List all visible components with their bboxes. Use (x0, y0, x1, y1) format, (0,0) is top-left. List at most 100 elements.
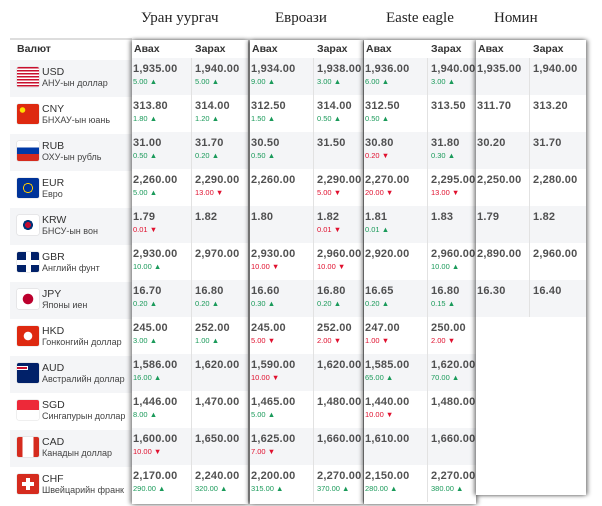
sell-rate: 2,280.00 (529, 169, 586, 206)
currency-row-gbr: GBR Английн фунт (10, 245, 132, 282)
change-value: 0.50 (133, 151, 148, 160)
currency-code: JPY (42, 288, 62, 300)
buy-rate: 1,590.00 10.00 ▼ (250, 354, 313, 391)
arrow-up-icon: ▲ (149, 77, 158, 86)
change-value: 10.00 (365, 410, 384, 419)
buy-header: Авах (478, 43, 504, 55)
sell-rate: 2,270.00 380.00 ▲ (427, 465, 476, 502)
ca-flag-icon (17, 437, 39, 457)
change-value: 3.00 (431, 77, 446, 86)
change-value: 5.00 (251, 336, 266, 345)
rate-value: 2,890.00 (477, 248, 522, 260)
change-value: 5.00 (195, 77, 210, 86)
rate-value: 16.30 (477, 285, 506, 297)
rate-change: 5.00 ▼ (317, 188, 363, 197)
rate-value: 1,935.00 (477, 63, 522, 75)
buy-rate: 312.50 0.50 ▲ (364, 95, 427, 132)
rate-value: 1,620.00 (317, 359, 362, 371)
rate-change: 10.00 ▼ (251, 262, 313, 271)
currency-name: Гонконгийн доллар (42, 337, 122, 347)
rate-value: 16.70 (133, 285, 162, 297)
currency-code: HKD (42, 325, 65, 337)
currency-row-hkd: HKD Гонконгийн доллар (10, 319, 132, 356)
arrow-up-icon: ▲ (385, 373, 394, 382)
rate-row-sgd: 1,446.00 8.00 ▲ 1,470.00 (132, 391, 248, 428)
rate-value: 1.79 (133, 211, 156, 223)
sell-rate: 31.50 (313, 132, 363, 169)
currency-header: Валют (17, 43, 51, 55)
sell-rate: 1,940.00 3.00 ▲ (427, 58, 476, 95)
change-value: 2.00 (317, 336, 332, 345)
arrow-up-icon: ▲ (333, 114, 342, 123)
cn-flag-icon (17, 104, 39, 124)
rate-row-cad: 1,625.00 7.00 ▼ 1,660.00 (250, 428, 363, 465)
sell-rate: 2,240.00 320.00 ▲ (191, 465, 248, 502)
arrow-down-icon: ▼ (333, 225, 342, 234)
sell-rate: 314.00 0.50 ▲ (313, 95, 363, 132)
ch-flag-icon (17, 474, 39, 494)
currency-name: БНХАУ-ын юань (42, 115, 111, 125)
rate-change: 5.00 ▼ (251, 336, 313, 345)
buy-rate: 1,935.00 (476, 58, 529, 95)
change-value: 0.20 (133, 299, 148, 308)
arrow-up-icon: ▲ (158, 484, 166, 493)
sell-rate: 31.70 (529, 132, 586, 169)
sell-rate: 2,960.00 10.00 ▼ (313, 243, 363, 280)
rate-row-jpy: 16.70 0.20 ▲ 16.80 0.20 ▲ (132, 280, 248, 317)
currency-row-jpy: JPY Японы иен (10, 282, 132, 319)
rate-row-eur: 2,260.00 2,290.00 5.00 ▼ (250, 169, 363, 206)
buy-rate: 2,200.00 315.00 ▲ (250, 465, 313, 502)
sell-rate: 1,620.00 70.00 ▲ (427, 354, 476, 391)
rate-row-gbr: 2,890.00 2,960.00 (476, 243, 586, 280)
sell-rate: 1,940.00 (529, 58, 586, 95)
currency-name: Сингапурын доллар (42, 411, 126, 421)
rate-value: 1,465.00 (251, 396, 296, 408)
sell-rate: 1.82 (529, 206, 586, 243)
arrow-up-icon: ▲ (447, 299, 456, 308)
sell-rate: 1,480.00 (313, 391, 363, 428)
rate-change: 5.00 ▲ (133, 77, 191, 86)
change-value: 10.00 (251, 373, 270, 382)
rate-row-cny: 312.50 1.50 ▲ 314.00 0.50 ▲ (250, 95, 363, 132)
arrow-up-icon: ▲ (381, 299, 390, 308)
rate-row-usd: 1,934.00 9.00 ▲ 1,938.00 3.00 ▲ (250, 58, 363, 95)
rate-value: 252.00 (317, 322, 352, 334)
rate-change: 0.30 ▲ (251, 299, 313, 308)
buy-rate: 30.80 0.20 ▼ (364, 132, 427, 169)
arrow-down-icon: ▼ (381, 336, 390, 345)
buy-rate: 1,440.00 10.00 ▼ (364, 391, 427, 428)
change-value: 10.00 (251, 262, 270, 271)
rate-value: 1,620.00 (431, 359, 476, 371)
change-value: 10.00 (317, 262, 336, 271)
currency-row-usd: USD АНУ-ын доллар (10, 60, 132, 97)
rate-change: 16.00 ▲ (133, 373, 191, 382)
rate-change: 3.00 ▲ (431, 77, 476, 86)
currency-row-krw: KRW БНСУ-ын вон (10, 208, 132, 245)
currency-row-sgd: SGD Сингапурын доллар (10, 393, 132, 430)
rate-row-usd: 1,935.00 1,940.00 (476, 58, 586, 95)
rate-value: 2,970.00 (195, 248, 240, 260)
buy-rate: 1.80 (250, 206, 313, 243)
bank-title-nomin: Номин (494, 10, 538, 26)
arrow-down-icon: ▼ (267, 336, 276, 345)
sell-rate: 2,270.00 370.00 ▲ (313, 465, 363, 502)
rate-value: 313.20 (533, 100, 568, 112)
change-value: 0.15 (431, 299, 446, 308)
sell-rate: 1,620.00 (191, 354, 248, 391)
rate-change: 290.00 ▲ (133, 484, 191, 493)
rate-row-jpy: 16.60 0.30 ▲ 16.80 0.20 ▲ (250, 280, 363, 317)
currency-code: GBR (42, 251, 65, 263)
rate-value: 1,940.00 (533, 63, 578, 75)
rate-row-hkd: 245.00 5.00 ▼ 252.00 2.00 ▼ (250, 317, 363, 354)
change-value: 5.00 (317, 188, 332, 197)
rate-change: 0.20 ▲ (195, 299, 248, 308)
change-value: 370.00 (317, 484, 340, 493)
rate-value: 2,150.00 (365, 470, 410, 482)
buy-rate: 31.00 0.50 ▲ (132, 132, 191, 169)
rate-value: 247.00 (365, 322, 400, 334)
currency-name: АНУ-ын доллар (42, 78, 108, 88)
au-flag-icon (17, 363, 39, 383)
rate-value: 245.00 (251, 322, 286, 334)
rate-row-hkd: 245.00 3.00 ▲ 252.00 1.00 ▲ (132, 317, 248, 354)
change-value: 65.00 (365, 373, 384, 382)
